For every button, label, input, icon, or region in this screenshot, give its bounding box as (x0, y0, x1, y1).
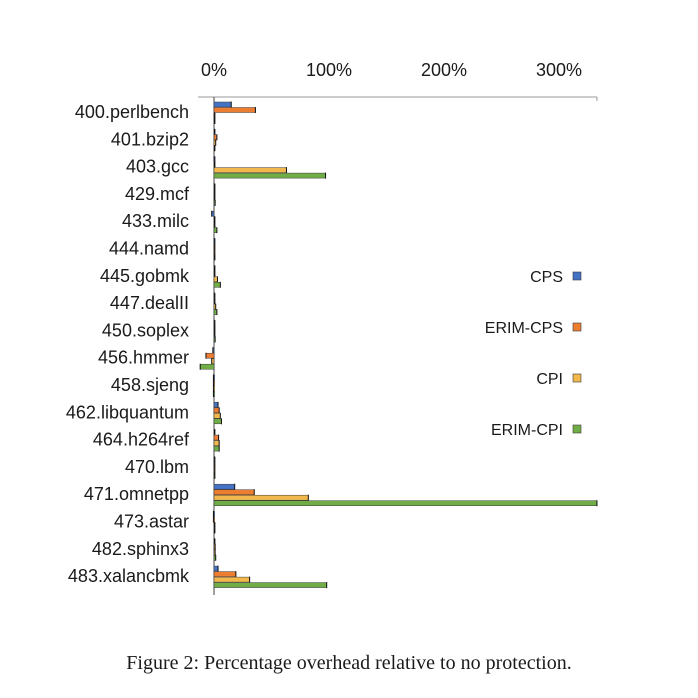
bar-erim-cps-483.xalancbmk (213, 571, 237, 577)
category-label: 401.bzip2 (111, 129, 189, 149)
bar-cps-483.xalancbmk (213, 565, 219, 572)
bar-cps-462.libquantum (213, 402, 219, 408)
bar-erim-cpi-464.h264ref (213, 445, 220, 452)
category-label: 403.gcc (126, 157, 189, 177)
legend: CPS ERIM-CPS CPI ERIM-CPI (485, 269, 582, 439)
bar-erim-cps-456.hmmer (205, 352, 215, 359)
category-label: 447.dealII (110, 293, 189, 313)
bar-cpi-403.gcc (213, 167, 287, 173)
bar-chart: 0% 100% 200% 300% 400.perlbench 401.bzip2 403… (66, 60, 598, 595)
category-label: 400.perlbench (75, 102, 189, 122)
bar-cps-400.perlbench (213, 101, 232, 108)
bar-cpi-471.omnetpp (213, 494, 309, 501)
category-label: 445.gobmk (100, 266, 190, 286)
x-tick-label: 200% (421, 60, 467, 80)
bar-erim-cps-400.perlbench (213, 107, 256, 113)
legend-swatch (572, 322, 582, 332)
bar-erim-cpi-471.omnetpp (213, 500, 598, 506)
category-label: 433.milc (122, 211, 189, 231)
legend-label: ERIM-CPI (491, 422, 563, 439)
category-labels: 400.perlbench 401.bzip2 403.gcc 429.mcf 433.… (66, 102, 190, 586)
bar-cpi-462.libquantum (213, 413, 221, 419)
bar-erim-cps-464.h264ref (213, 434, 219, 441)
legend-swatch (572, 424, 582, 434)
category-label: 429.mcf (125, 184, 190, 204)
legend-label: CPS (530, 269, 563, 286)
category-label: 473.astar (114, 512, 189, 532)
bar-erim-cps-471.omnetpp (213, 489, 255, 495)
bar-erim-cpi-403.gcc (213, 172, 326, 179)
bar-cpi-464.h264ref (213, 440, 220, 446)
bar-erim-cpi-456.hmmer (199, 363, 215, 370)
bars (199, 101, 598, 589)
x-axis-ticks: 0% 100% 200% 300% (201, 60, 582, 80)
category-label: 456.hmmer (98, 348, 189, 368)
category-label: 462.libquantum (66, 402, 189, 422)
bar-erim-cpi-483.xalancbmk (213, 582, 327, 588)
legend-swatch (572, 373, 582, 383)
legend-label: CPI (536, 371, 563, 388)
category-label: 470.lbm (125, 457, 189, 477)
category-label: 483.xalancbmk (68, 566, 190, 586)
category-label: 482.sphinx3 (92, 539, 189, 559)
bar-cpi-483.xalancbmk (213, 576, 250, 583)
x-tick-label: 0% (201, 60, 227, 80)
bar-cps-471.omnetpp (213, 483, 235, 490)
bar-erim-cpi-462.libquantum (213, 418, 222, 425)
category-label: 464.h264ref (93, 430, 190, 450)
category-label: 450.soplex (102, 320, 189, 340)
category-label: 471.omnetpp (84, 484, 189, 504)
category-label: 458.sjeng (111, 375, 189, 395)
bar-erim-cps-462.libquantum (213, 407, 220, 414)
bar-cpi-445.gobmk (213, 276, 218, 283)
x-tick-label: 100% (306, 60, 352, 80)
legend-label: ERIM-CPS (485, 320, 563, 337)
x-tick-label: 300% (536, 60, 582, 80)
figure-caption: Figure 2: Percentage overhead relative t… (126, 652, 572, 674)
category-label: 444.namd (109, 239, 189, 259)
legend-swatch (572, 271, 582, 281)
bar-erim-cpi-445.gobmk (213, 282, 221, 288)
